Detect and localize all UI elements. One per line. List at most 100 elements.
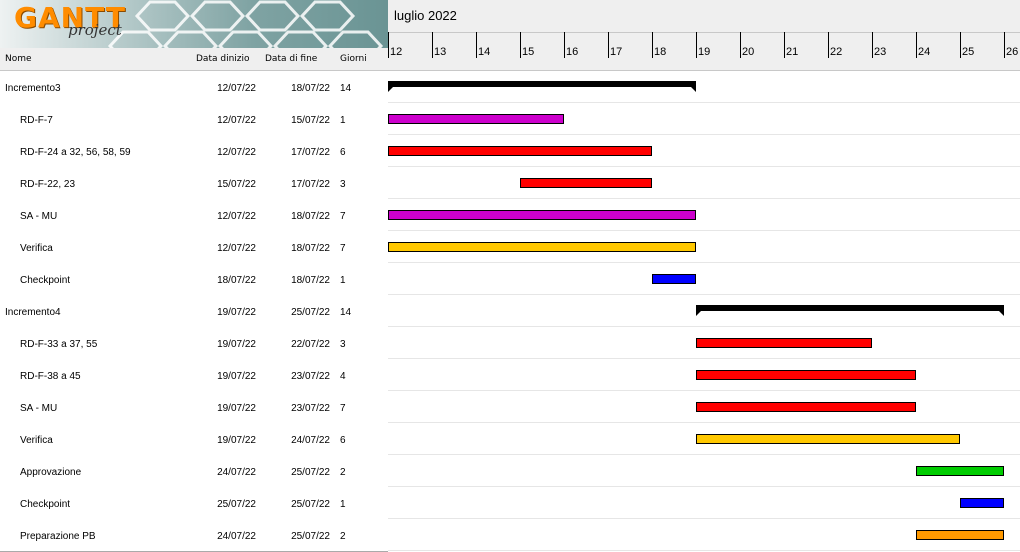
hexagon-pattern xyxy=(107,0,384,48)
grid-line xyxy=(388,102,1020,103)
grid-line xyxy=(388,422,1020,423)
task-bar[interactable] xyxy=(696,338,872,348)
task-row[interactable]: SA - MU 19/07/22 23/07/22 7 xyxy=(0,391,388,424)
day-tick xyxy=(432,32,433,58)
grid-line xyxy=(388,358,1020,359)
grid-line xyxy=(388,198,1020,199)
task-name: SA - MU xyxy=(20,211,58,222)
task-start-date: 19/07/22 xyxy=(217,403,256,414)
day-label-26: 26 xyxy=(1006,46,1019,58)
day-tick xyxy=(608,32,609,58)
task-duration: 1 xyxy=(340,115,346,126)
task-name: Preparazione PB xyxy=(20,531,96,542)
day-tick xyxy=(916,32,917,58)
task-start-date: 12/07/22 xyxy=(217,147,256,158)
logo-gantt-text: GANTT xyxy=(14,1,126,34)
task-name: SA - MU xyxy=(20,403,58,414)
task-name: RD-F-33 a 37, 55 xyxy=(20,339,98,350)
task-end-date: 18/07/22 xyxy=(291,275,330,286)
summary-bar[interactable] xyxy=(388,81,696,92)
task-end-date: 25/07/22 xyxy=(291,307,330,318)
task-end-date: 18/07/22 xyxy=(291,243,330,254)
task-end-date: 23/07/22 xyxy=(291,371,330,382)
day-label-16: 16 xyxy=(566,46,579,58)
task-duration: 7 xyxy=(340,211,346,222)
task-name: Verifica xyxy=(20,435,53,446)
task-name: Approvazione xyxy=(20,467,82,478)
task-start-date: 19/07/22 xyxy=(217,435,256,446)
task-start-date: 12/07/22 xyxy=(217,83,256,94)
task-row[interactable]: Incremento4 19/07/22 25/07/22 14 xyxy=(0,295,388,328)
day-tick xyxy=(652,32,653,58)
task-row[interactable]: Verifica 19/07/22 24/07/22 6 xyxy=(0,423,388,456)
grid-line xyxy=(388,166,1020,167)
task-end-date: 17/07/22 xyxy=(291,179,330,190)
task-name: RD-F-22, 23 xyxy=(20,179,76,190)
grid-line xyxy=(388,390,1020,391)
task-row[interactable]: Preparazione PB 24/07/22 25/07/22 2 xyxy=(0,519,388,552)
task-duration: 2 xyxy=(340,467,346,478)
day-label-15: 15 xyxy=(522,46,535,58)
task-end-date: 18/07/22 xyxy=(291,211,330,222)
task-start-date: 24/07/22 xyxy=(217,467,256,478)
task-end-date: 25/07/22 xyxy=(291,467,330,478)
month-divider xyxy=(388,32,1020,33)
summary-bar[interactable] xyxy=(696,305,1004,316)
task-duration: 14 xyxy=(340,83,352,94)
grid-line xyxy=(388,134,1020,135)
task-bar[interactable] xyxy=(696,434,960,444)
task-name: Incremento3 xyxy=(5,83,61,94)
task-duration: 7 xyxy=(340,243,346,254)
task-end-date: 18/07/22 xyxy=(291,83,330,94)
task-bar[interactable] xyxy=(916,530,1004,540)
column-header-name[interactable]: Nome xyxy=(5,54,32,64)
task-row[interactable]: Approvazione 24/07/22 25/07/22 2 xyxy=(0,455,388,488)
column-header-start[interactable]: Data dinizio xyxy=(196,54,250,64)
task-row[interactable]: RD-F-22, 23 15/07/22 17/07/22 3 xyxy=(0,167,388,200)
task-row[interactable]: RD-F-7 12/07/22 15/07/22 1 xyxy=(0,103,388,136)
day-tick xyxy=(828,32,829,58)
task-bar[interactable] xyxy=(696,402,916,412)
day-tick xyxy=(1004,32,1005,58)
task-bar[interactable] xyxy=(388,146,652,156)
grid-line xyxy=(388,326,1020,327)
task-row[interactable]: RD-F-24 a 32, 56, 58, 59 12/07/22 17/07/22… xyxy=(0,135,388,168)
task-row[interactable]: SA - MU 12/07/22 18/07/22 7 xyxy=(0,199,388,232)
task-start-date: 24/07/22 xyxy=(217,531,256,542)
task-end-date: 23/07/22 xyxy=(291,403,330,414)
task-bar[interactable] xyxy=(696,370,916,380)
task-row[interactable]: Checkpoint 18/07/22 18/07/22 1 xyxy=(0,263,388,296)
task-bar[interactable] xyxy=(388,210,696,220)
task-bar[interactable] xyxy=(960,498,1004,508)
day-label-17: 17 xyxy=(610,46,623,58)
day-tick xyxy=(696,32,697,58)
column-header-days[interactable]: Giorni xyxy=(340,54,367,64)
day-label-23: 23 xyxy=(874,46,887,58)
day-label-19: 19 xyxy=(698,46,711,58)
task-bar[interactable] xyxy=(388,242,696,252)
task-duration: 6 xyxy=(340,435,346,446)
day-tick xyxy=(960,32,961,58)
task-duration: 1 xyxy=(340,499,346,510)
task-name: RD-F-38 a 45 xyxy=(20,371,81,382)
task-start-date: 12/07/22 xyxy=(217,211,256,222)
task-row[interactable]: Verifica 12/07/22 18/07/22 7 xyxy=(0,231,388,264)
task-row[interactable]: RD-F-33 a 37, 55 19/07/22 22/07/22 3 xyxy=(0,327,388,360)
task-name: Checkpoint xyxy=(20,275,71,286)
day-label-22: 22 xyxy=(830,46,843,58)
task-start-date: 19/07/22 xyxy=(217,339,256,350)
task-start-date: 18/07/22 xyxy=(217,275,256,286)
task-bar[interactable] xyxy=(652,274,696,284)
task-bar[interactable] xyxy=(520,178,652,188)
task-row[interactable]: Incremento3 12/07/22 18/07/22 14 xyxy=(0,71,388,104)
task-row[interactable]: Checkpoint 25/07/22 25/07/22 1 xyxy=(0,487,388,520)
grid-line xyxy=(388,518,1020,519)
task-name: RD-F-24 a 32, 56, 58, 59 xyxy=(20,147,131,158)
column-header-end[interactable]: Data di fine xyxy=(265,54,318,64)
task-table-header: Nome Data dinizio Data di fine Giorni xyxy=(0,48,388,71)
task-end-date: 24/07/22 xyxy=(291,435,330,446)
day-tick xyxy=(520,32,521,58)
task-row[interactable]: RD-F-38 a 45 19/07/22 23/07/22 4 xyxy=(0,359,388,392)
task-bar[interactable] xyxy=(916,466,1004,476)
task-bar[interactable] xyxy=(388,114,564,124)
